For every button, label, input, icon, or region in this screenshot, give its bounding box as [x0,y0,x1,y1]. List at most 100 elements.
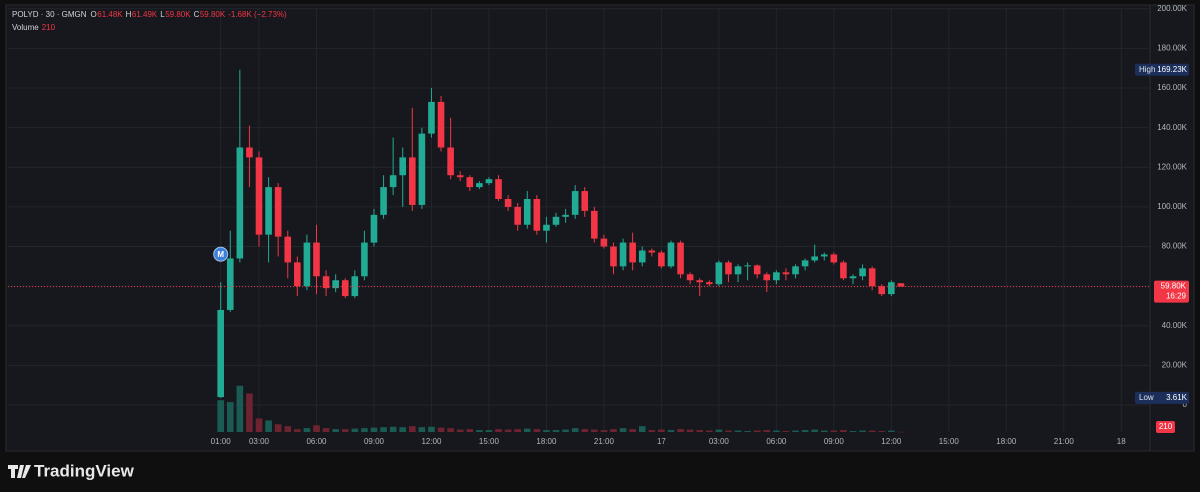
x-tick-label: 06:00 [306,437,327,446]
volume-bar [437,427,445,432]
volume-bar [600,430,608,432]
y-tick-label: 160.00K [1157,83,1187,92]
candle-body [523,198,531,225]
candle-body [447,147,454,176]
candle-body [389,175,397,188]
candle-body [562,214,569,217]
volume-bar [811,429,818,432]
volume-bar [246,393,253,432]
candle-body [322,276,330,289]
candle-body [715,262,723,285]
volume-bar [389,426,397,432]
volume-bar [351,428,359,432]
volume-bar [466,429,474,432]
candle-body [773,272,780,281]
volume-bar [878,431,886,432]
y-tick-label: 180.00K [1157,44,1187,53]
volume-bar [418,427,426,432]
x-tick-label: 03:00 [709,437,730,446]
y-tick-label: 80.00K [1162,242,1188,251]
volume-bar [725,430,732,432]
candle-body [418,133,426,205]
volume-bar [868,430,876,432]
y-tick-label: 100.00K [1157,202,1187,211]
candle-body [897,283,905,287]
volume-bar [303,428,311,432]
volume-tag-value: 210 [1159,422,1173,431]
candle-body [466,177,474,188]
x-tick-label: 01:00 [211,437,232,446]
candle-body [782,272,790,275]
volume-bar [456,429,464,432]
x-tick-label: 15:00 [479,437,500,446]
volume-bar [591,429,598,432]
volume-bar [226,402,234,432]
candle-body [399,157,407,176]
x-tick-label: 18:00 [536,437,557,446]
candle-body [648,250,656,253]
axis-label-box [1135,63,1189,76]
candle-body [341,280,349,297]
y-tick-label: 120.00K [1157,162,1187,171]
volume-bar [523,428,531,432]
ohlc-value: 61.49K [132,10,158,19]
candle-body [610,246,617,267]
ohlc-value: 59.80K [200,10,226,19]
volume-bar [313,425,320,432]
candle-body [619,242,627,267]
x-tick-label: 06:00 [766,437,787,446]
candle-body [830,254,838,263]
candle-body [274,187,282,237]
volume-bar [763,430,771,432]
volume-bar [849,431,857,432]
price-tag [1154,280,1189,303]
candle-body [658,252,665,267]
axis-label-name: Low [1139,393,1154,402]
axis-label-value: 169.23K [1157,65,1187,74]
candle-body [581,191,589,211]
x-tick-label: 09:00 [824,437,845,446]
candle-body [677,242,684,275]
volume-bar [610,429,617,432]
candle-body [236,147,244,259]
price-tag-countdown: 16:29 [1166,292,1187,301]
axis-label-value: 3.61K [1166,393,1188,402]
candle-body [725,262,732,275]
candle-body [533,198,541,231]
candle-body [294,262,301,287]
x-tick-label: 18:00 [996,437,1017,446]
volume-bar [274,424,282,432]
ohlc-value: 59.80K [165,10,191,19]
candle-body [878,286,886,295]
ohlc-key: C [194,10,200,19]
axis-label-box [1135,391,1189,404]
candle-body [514,206,521,225]
volume-bar [332,429,339,432]
volume-bar [830,430,838,432]
candle-body [705,282,713,285]
volume-bar [265,420,272,432]
volume-tag [1156,421,1175,433]
volume-bar [504,429,512,432]
volume-bar [888,430,895,432]
x-tick-label: 03:00 [249,437,270,446]
volume-bar [629,429,636,432]
volume-bar [399,427,407,432]
volume-bar [696,430,704,432]
candle-body [571,191,579,215]
candle-body [485,179,493,184]
volume-bar [571,428,579,432]
candle-body [495,179,502,199]
volume-bar [677,429,684,432]
volume-bar [734,430,742,432]
y-tick-label: 40.00K [1162,321,1188,330]
candle-body [380,187,387,215]
volume-bar [370,427,378,432]
volume-bar [543,430,550,432]
volume-bar [648,430,656,432]
candle-body [217,309,224,398]
volume-bar [428,426,435,432]
logo: TradingView [8,461,135,480]
candle-body [734,266,742,275]
